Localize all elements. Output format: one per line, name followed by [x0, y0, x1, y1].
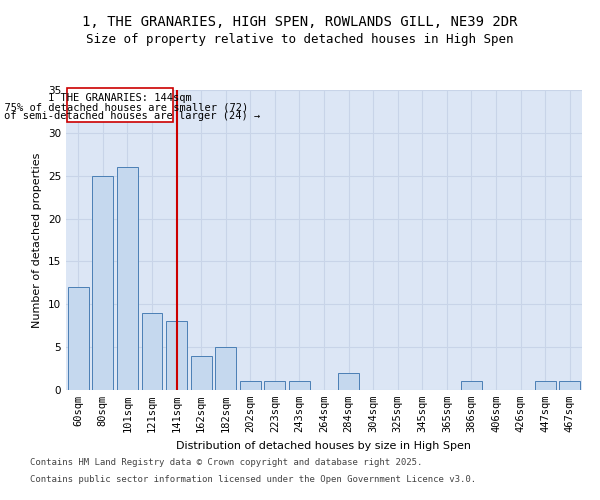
Bar: [240, 382, 261, 390]
Text: 1 THE GRANARIES: 144sqm: 1 THE GRANARIES: 144sqm: [48, 93, 192, 103]
X-axis label: Distribution of detached houses by size in High Spen: Distribution of detached houses by size …: [176, 440, 472, 450]
Bar: [265, 382, 286, 390]
Bar: [191, 356, 212, 390]
Text: 1, THE GRANARIES, HIGH SPEN, ROWLANDS GILL, NE39 2DR: 1, THE GRANARIES, HIGH SPEN, ROWLANDS GI…: [82, 16, 518, 30]
Bar: [559, 382, 580, 390]
Bar: [142, 313, 163, 390]
Text: Contains public sector information licensed under the Open Government Licence v3: Contains public sector information licen…: [30, 476, 476, 484]
Bar: [338, 373, 359, 390]
Bar: [117, 167, 138, 390]
Bar: [92, 176, 113, 390]
FancyBboxPatch shape: [67, 88, 173, 122]
Text: Size of property relative to detached houses in High Spen: Size of property relative to detached ho…: [86, 34, 514, 46]
Text: ← 75% of detached houses are smaller (72): ← 75% of detached houses are smaller (72…: [0, 102, 248, 112]
Bar: [166, 322, 187, 390]
Text: 25% of semi-detached houses are larger (24) →: 25% of semi-detached houses are larger (…: [0, 112, 260, 122]
Bar: [535, 382, 556, 390]
Bar: [461, 382, 482, 390]
Text: Contains HM Land Registry data © Crown copyright and database right 2025.: Contains HM Land Registry data © Crown c…: [30, 458, 422, 467]
Y-axis label: Number of detached properties: Number of detached properties: [32, 152, 43, 328]
Bar: [215, 347, 236, 390]
Bar: [289, 382, 310, 390]
Bar: [68, 287, 89, 390]
